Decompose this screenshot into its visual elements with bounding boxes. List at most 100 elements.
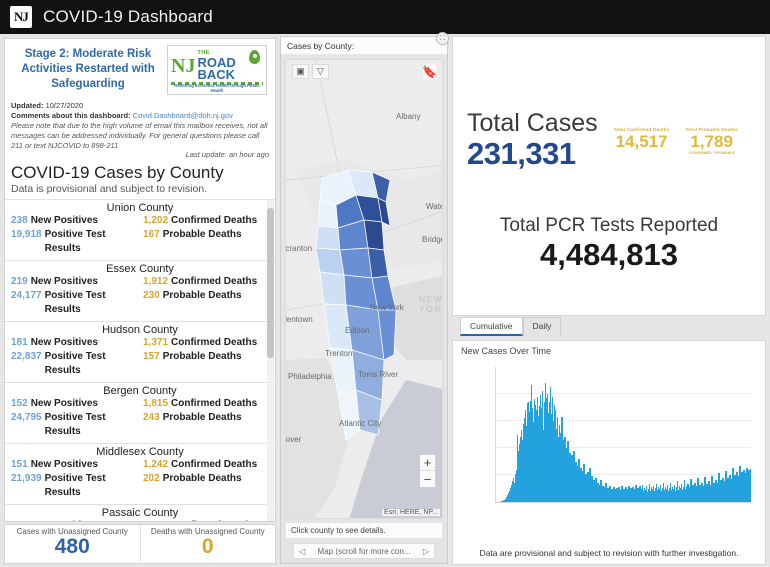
chart-bar[interactable] — [632, 492, 635, 502]
chart-bar[interactable] — [638, 486, 641, 502]
chart-bar[interactable] — [627, 485, 630, 502]
chart-bar[interactable] — [513, 483, 516, 502]
chart-bar[interactable] — [540, 407, 543, 502]
chart-bar[interactable] — [615, 489, 617, 502]
county-card[interactable]: Hudson County 181 New Positives 1,371 Confir… — [5, 322, 275, 383]
chart-bar[interactable] — [697, 478, 700, 502]
chart-bar[interactable] — [601, 489, 603, 502]
chart-bar[interactable] — [712, 486, 714, 502]
chart-bar[interactable] — [516, 434, 519, 502]
chart-bar[interactable] — [630, 490, 633, 502]
chevron-down-icon[interactable]: ▽ — [312, 64, 329, 79]
chart-bar[interactable] — [571, 454, 574, 502]
chart-bar[interactable] — [693, 487, 696, 502]
chart-bar[interactable] — [577, 465, 579, 502]
chart-bar[interactable] — [625, 492, 628, 502]
chart-bar[interactable] — [704, 477, 706, 502]
chart-bar[interactable] — [741, 472, 743, 502]
chart-bar[interactable] — [605, 483, 607, 502]
chart-bar[interactable] — [620, 489, 622, 502]
chart-bar[interactable] — [533, 399, 536, 502]
chart-bar[interactable] — [643, 487, 646, 502]
chart-bar[interactable] — [614, 492, 616, 502]
chart-bar[interactable] — [637, 489, 640, 502]
chart-bar[interactable] — [596, 486, 598, 502]
chart-bar[interactable] — [530, 384, 533, 502]
chart-bar[interactable] — [656, 490, 659, 502]
chart-bar[interactable] — [639, 492, 642, 502]
tab-cumulative[interactable]: Cumulative — [460, 317, 523, 336]
chart-bar[interactable] — [538, 406, 541, 502]
chart-bar[interactable] — [501, 500, 504, 502]
chart-bar[interactable] — [653, 491, 656, 502]
chart-bar[interactable] — [661, 487, 664, 502]
chart-bar[interactable] — [566, 448, 569, 502]
chart-bar[interactable] — [714, 485, 716, 502]
chart-bar[interactable] — [549, 387, 552, 502]
chart-bar[interactable] — [644, 489, 647, 502]
chart-bar[interactable] — [567, 441, 570, 502]
chart-bar[interactable] — [610, 491, 612, 502]
chart-tabs[interactable]: Cumulative Daily — [460, 317, 562, 336]
chart-bar[interactable] — [659, 485, 662, 502]
chart-bar[interactable] — [594, 483, 596, 502]
chart-bar[interactable] — [537, 415, 540, 502]
chart-bar[interactable] — [731, 478, 733, 502]
chart-bar[interactable] — [504, 498, 507, 502]
chart-bar[interactable] — [500, 501, 503, 502]
chart-bar[interactable] — [673, 484, 676, 502]
expand-icon[interactable]: ⛶ — [436, 32, 449, 45]
chart-bar[interactable] — [510, 484, 513, 502]
chart-bar[interactable] — [737, 480, 739, 502]
chart-bar[interactable] — [526, 403, 529, 502]
chart-bar[interactable] — [706, 483, 708, 502]
chart-bar[interactable] — [740, 477, 742, 502]
chart-bar[interactable] — [700, 487, 703, 502]
chart-bar[interactable] — [528, 411, 531, 502]
chart-bar[interactable] — [557, 437, 560, 502]
chart-bar[interactable] — [558, 425, 561, 502]
chart-bar[interactable] — [725, 470, 727, 502]
chart-bar[interactable] — [692, 485, 695, 502]
chart-bar[interactable] — [716, 487, 718, 502]
chart-bar[interactable] — [699, 484, 702, 502]
chart-bar[interactable] — [629, 488, 632, 502]
chart-bar[interactable] — [602, 485, 604, 502]
chart-bar[interactable] — [575, 461, 577, 502]
chart-bar[interactable] — [520, 430, 523, 502]
chart-bar[interactable] — [743, 470, 745, 502]
chart-bar[interactable] — [672, 488, 675, 502]
chart-bar[interactable] — [543, 402, 546, 502]
chart-bar[interactable] — [532, 422, 535, 502]
chart-bar[interactable] — [515, 469, 518, 502]
chart-bar[interactable] — [724, 480, 726, 502]
chart-bar[interactable] — [634, 485, 637, 502]
chart-bar[interactable] — [726, 483, 728, 502]
chart-bar[interactable] — [738, 475, 740, 502]
chart-bar[interactable] — [670, 489, 673, 502]
chart-bar[interactable] — [542, 430, 545, 502]
chart-bar[interactable] — [708, 481, 710, 502]
chart-bar[interactable] — [555, 429, 558, 502]
chart-bar[interactable] — [505, 496, 508, 502]
chart-bar[interactable] — [544, 383, 547, 502]
chart-bar[interactable] — [552, 421, 555, 502]
chart-bar[interactable] — [580, 468, 582, 502]
chart-bar[interactable] — [592, 485, 594, 502]
chart-bar[interactable] — [548, 402, 551, 502]
chart-bar[interactable] — [561, 416, 564, 502]
chart-bar[interactable] — [711, 475, 713, 502]
county-list-scroll-track[interactable] — [267, 200, 274, 521]
chart-bar[interactable] — [539, 395, 542, 502]
bookmark-icon[interactable]: 🔖 — [422, 64, 437, 79]
chart-bar[interactable] — [745, 473, 747, 502]
chart-bar[interactable] — [595, 477, 597, 502]
chart-bar[interactable] — [579, 475, 581, 502]
chart-bar[interactable] — [541, 391, 544, 502]
chart-bar[interactable] — [664, 486, 667, 502]
chart-bar[interactable] — [690, 479, 693, 502]
chart-bar[interactable] — [739, 466, 741, 502]
chart-bar[interactable] — [701, 482, 703, 502]
chart-bar[interactable] — [652, 485, 655, 502]
chart-bar[interactable] — [503, 499, 506, 502]
